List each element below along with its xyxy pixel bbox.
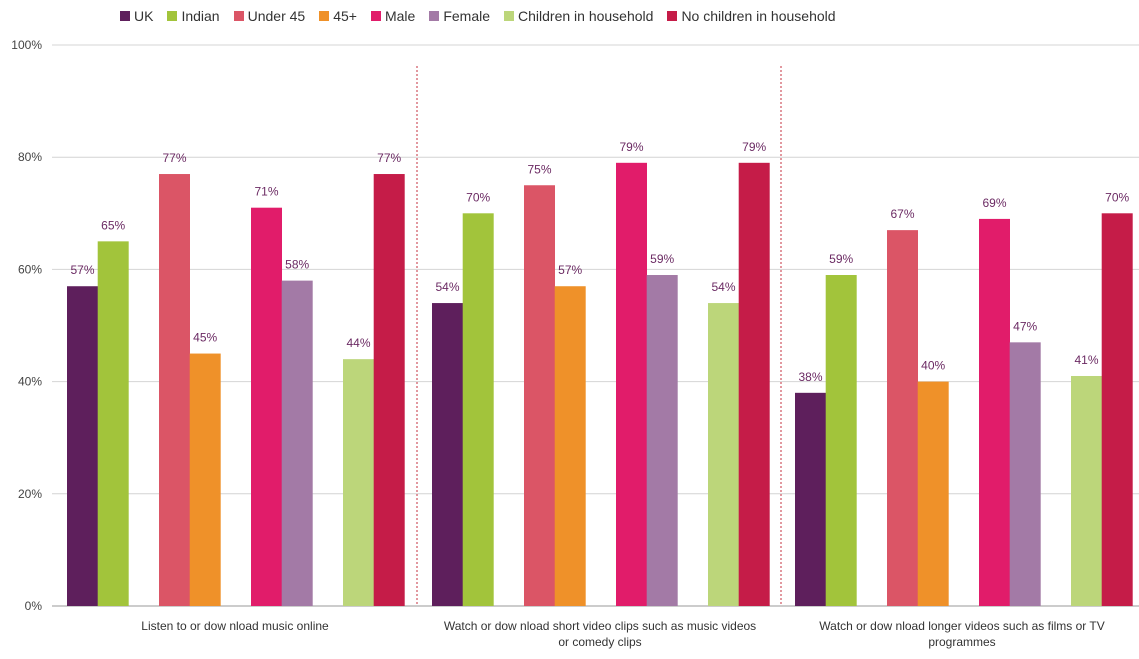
data-label: 57%	[558, 263, 582, 277]
legend-item: Male	[370, 8, 416, 24]
bar	[646, 275, 678, 606]
category-label: Watch or dow nload longer videos such as…	[819, 619, 1104, 633]
bar	[67, 286, 98, 606]
data-label: 79%	[619, 140, 643, 154]
bar	[97, 241, 129, 606]
data-label: 57%	[70, 263, 94, 277]
category-label: Listen to or dow nload music online	[141, 619, 329, 633]
legend-label: Indian	[181, 8, 220, 24]
y-tick-label: 0%	[25, 599, 43, 613]
legend-item: Children in household	[504, 8, 653, 24]
bar	[373, 174, 405, 606]
legend-item: UK	[120, 8, 153, 24]
legend-swatch	[167, 11, 178, 21]
data-label: 71%	[254, 185, 278, 199]
legend-label: No children in household	[681, 8, 836, 24]
category-label: programmes	[928, 635, 995, 649]
bar	[738, 162, 770, 606]
bar	[189, 353, 221, 606]
data-label: 70%	[466, 190, 490, 204]
y-tick-label: 100%	[11, 38, 42, 52]
data-label: 40%	[921, 359, 945, 373]
data-label: 65%	[101, 218, 125, 232]
data-label: 47%	[1013, 319, 1037, 333]
bar	[343, 359, 374, 606]
y-tick-label: 20%	[18, 487, 42, 501]
bar	[251, 207, 282, 606]
legend-item: 45+	[319, 8, 357, 24]
data-label: 38%	[798, 370, 822, 384]
legend-label: Children in household	[518, 8, 654, 24]
legend-label: 45+	[333, 8, 357, 24]
data-label: 79%	[742, 140, 766, 154]
legend-label: UK	[134, 8, 154, 24]
bar	[917, 381, 949, 606]
bar	[825, 275, 857, 606]
bar	[554, 286, 586, 606]
bar	[979, 218, 1010, 606]
data-label: 59%	[650, 252, 674, 266]
data-label: 58%	[285, 258, 309, 272]
legend-swatch	[504, 11, 514, 21]
y-tick-label: 80%	[18, 150, 42, 164]
bar	[524, 185, 555, 606]
bar	[159, 174, 190, 606]
bar	[1071, 375, 1102, 606]
bar	[281, 280, 313, 606]
bar	[708, 303, 739, 606]
category-label: Watch or dow nload short video clips suc…	[444, 619, 756, 633]
data-label: 54%	[435, 280, 459, 294]
legend-item: Female	[429, 8, 490, 24]
data-label: 77%	[162, 151, 186, 165]
data-label: 41%	[1074, 353, 1098, 367]
legend-swatch	[429, 11, 440, 21]
legend-item: Indian	[167, 8, 220, 24]
legend-swatch	[120, 11, 130, 21]
data-label: 67%	[890, 207, 914, 221]
legend-label: Male	[384, 8, 416, 24]
legend-swatch	[233, 11, 244, 21]
legend-label: Female	[443, 8, 490, 24]
bar	[462, 213, 494, 607]
data-label: 54%	[711, 280, 735, 294]
data-label: 70%	[1105, 190, 1129, 204]
bar	[887, 230, 918, 606]
data-label: 45%	[193, 331, 217, 345]
legend-item: Under 45	[233, 8, 306, 24]
y-tick-label: 40%	[18, 375, 42, 389]
legend-swatch	[370, 11, 381, 21]
legend-swatch	[667, 11, 678, 21]
data-label: 75%	[527, 162, 551, 176]
bar	[1009, 342, 1041, 606]
category-label: or comedy clips	[558, 635, 641, 649]
bar	[1101, 213, 1133, 607]
legend-label: Under 45	[247, 8, 306, 24]
bar	[795, 392, 826, 606]
legend: UK Indian Under 45 45+ Male Female Children in…	[120, 8, 850, 24]
data-label: 77%	[377, 151, 401, 165]
data-label: 69%	[982, 196, 1006, 210]
y-tick-label: 60%	[18, 262, 42, 276]
bar	[432, 303, 463, 606]
legend-item: No children in household	[667, 8, 836, 24]
data-label: 44%	[346, 336, 370, 350]
data-label: 59%	[829, 252, 853, 266]
bar	[616, 162, 647, 606]
legend-swatch	[319, 11, 330, 21]
